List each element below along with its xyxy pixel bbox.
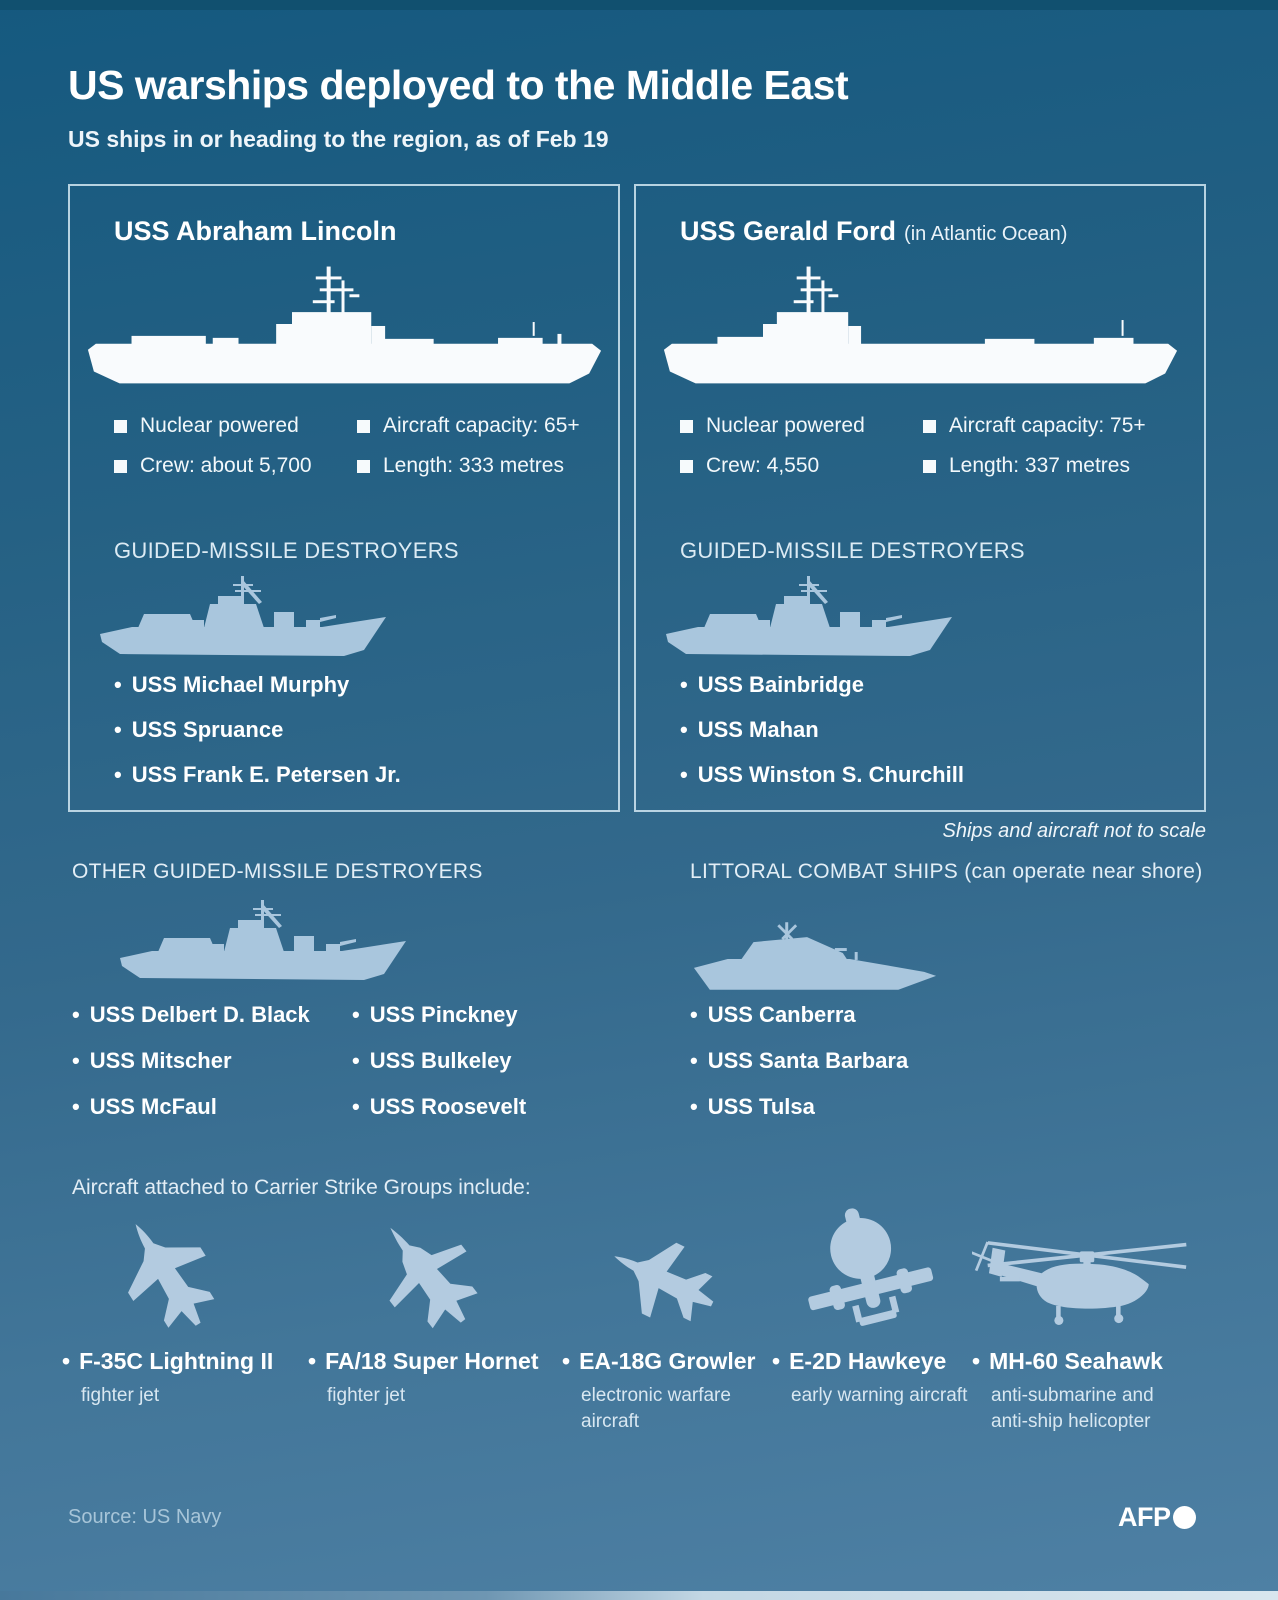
square-bullet-icon: [923, 459, 936, 473]
littoral-combat-ship-icon: [693, 922, 937, 990]
spec-item: Length: 333 metres: [357, 454, 580, 478]
carrier-name: USS Abraham Lincoln: [114, 216, 405, 247]
aircraft-label: FA/18 Super Hornet fighter jet: [308, 1348, 538, 1409]
list-item: USS Delbert D. Black: [72, 1002, 310, 1028]
list-item: USS Spruance: [114, 717, 401, 743]
square-bullet-icon: [357, 459, 370, 473]
aircraft-description: fighter jet: [327, 1385, 406, 1406]
spec-label: Nuclear powered: [706, 414, 865, 437]
carrier-name-text: USS Gerald Ford: [680, 216, 897, 246]
mh60-helicopter-icon: [972, 1241, 1187, 1325]
destroyer-icon: [666, 576, 952, 656]
square-bullet-icon: [680, 459, 693, 473]
destroyer-icon: [100, 576, 386, 656]
aircraft-description: electronic warfare aircraft: [581, 1385, 731, 1432]
carrier-location-note: (in Atlantic Ocean): [904, 223, 1068, 245]
destroyer-icon: [120, 900, 406, 980]
list-item: USS Tulsa: [690, 1094, 908, 1120]
aircraft-name: F-35C Lightning II: [62, 1348, 277, 1375]
littoral-ships-heading: LITTORAL COMBAT SHIPS (can operate near …: [690, 860, 1203, 883]
list-item: USS McFaul: [72, 1094, 310, 1120]
aircraft-carrier-icon: [87, 266, 602, 384]
spec-item: Aircraft capacity: 75+: [923, 414, 1146, 438]
afp-logo: AFP: [1118, 1502, 1196, 1533]
list-item: USS Mahan: [680, 717, 964, 743]
list-item: USS Winston S. Churchill: [680, 762, 964, 788]
other-destroyers-column1: USS Delbert D. Black USS Mitscher USS Mc…: [72, 1002, 310, 1140]
destroyer-list: USS Michael Murphy USS Spruance USS Fran…: [114, 672, 401, 807]
list-item: USS Michael Murphy: [114, 672, 401, 698]
square-bullet-icon: [680, 419, 693, 433]
square-bullet-icon: [357, 419, 370, 433]
carrier-specs: Nuclear powered Crew: about 5,700 Aircra…: [114, 414, 580, 478]
aircraft-section-heading: Aircraft attached to Carrier Strike Grou…: [72, 1176, 531, 1199]
spec-item: Crew: 4,550: [680, 454, 923, 478]
spec-label: Nuclear powered: [140, 414, 299, 437]
list-item: USS Frank E. Petersen Jr.: [114, 762, 401, 788]
aircraft-label: EA-18G Growler electronic warfare aircra…: [562, 1348, 777, 1434]
list-item: USS Mitscher: [72, 1048, 310, 1074]
spec-item: Length: 337 metres: [923, 454, 1146, 478]
carrier-panel-abraham-lincoln: USS Abraham Lincoln Nuclear powered Crew…: [68, 184, 620, 812]
afp-logo-circle-icon: [1172, 1506, 1196, 1529]
spec-label: Crew: about 5,700: [140, 454, 312, 477]
destroyers-heading: GUIDED-MISSILE DESTROYERS: [680, 538, 1025, 563]
square-bullet-icon: [114, 419, 127, 433]
list-item: USS Santa Barbara: [690, 1048, 909, 1074]
carrier-name: USS Gerald Ford (in Atlantic Ocean): [680, 216, 1067, 247]
page-title: US warships deployed to the Middle East: [68, 62, 849, 108]
spec-label: Length: 337 metres: [949, 454, 1130, 477]
page-subtitle: US ships in or heading to the region, as…: [68, 126, 609, 152]
aircraft-label: E-2D Hawkeye early warning aircraft: [772, 1348, 987, 1409]
aircraft-name: MH-60 Seahawk: [972, 1348, 1187, 1375]
littoral-ships-list: USS Canberra USS Santa Barbara USS Tulsa: [690, 1002, 909, 1140]
list-item: USS Pinckney: [352, 1002, 526, 1028]
ea18g-jet-icon: [614, 1242, 714, 1322]
e2d-radar-plane-icon: [808, 1208, 934, 1326]
list-item: USS Bulkeley: [352, 1048, 526, 1074]
spec-item: Nuclear powered: [114, 414, 357, 438]
spec-label: Aircraft capacity: 75+: [949, 414, 1146, 437]
other-destroyers-heading: OTHER GUIDED-MISSILE DESTROYERS: [72, 860, 483, 883]
list-item: USS Bainbridge: [680, 672, 964, 698]
spec-item: Nuclear powered: [680, 414, 923, 438]
aircraft-label: MH-60 Seahawk anti-submarine and anti-sh…: [972, 1348, 1187, 1434]
aircraft-description: fighter jet: [81, 1385, 160, 1406]
spec-label: Crew: 4,550: [706, 454, 820, 477]
aircraft-label: F-35C Lightning II fighter jet: [62, 1348, 277, 1409]
aircraft-description: anti-submarine and anti-ship helicopter: [991, 1385, 1154, 1432]
afp-logo-text: AFP: [1118, 1502, 1171, 1532]
spec-item: Crew: about 5,700: [114, 454, 357, 478]
square-bullet-icon: [923, 419, 936, 433]
top-accent-strip: [0, 0, 1278, 10]
source-credit: Source: US Navy: [68, 1506, 222, 1528]
not-to-scale-note: Ships and aircraft not to scale: [942, 820, 1206, 842]
aircraft-carrier-icon: [663, 266, 1178, 384]
aircraft-description: early warning aircraft: [791, 1385, 968, 1406]
list-item: USS Canberra: [690, 1002, 908, 1028]
f35c-fighter-jet-icon: [128, 1224, 215, 1328]
destroyer-list: USS Bainbridge USS Mahan USS Winston S. …: [680, 672, 964, 807]
square-bullet-icon: [114, 459, 127, 473]
carrier-panel-gerald-ford: USS Gerald Ford (in Atlantic Ocean) Nucle…: [634, 184, 1206, 812]
bottom-accent-strip: [0, 1591, 1278, 1600]
list-item: USS Roosevelt: [352, 1094, 527, 1120]
spec-label: Length: 333 metres: [383, 454, 564, 477]
fa18-fighter-jet-icon: [389, 1227, 478, 1329]
carrier-name-text: USS Abraham Lincoln: [114, 216, 397, 246]
other-destroyers-column2: USS Pinckney USS Bulkeley USS Roosevelt: [352, 1002, 527, 1140]
spec-label: Aircraft capacity: 65+: [383, 414, 580, 437]
aircraft-name: FA/18 Super Hornet: [308, 1348, 538, 1375]
spec-item: Aircraft capacity: 65+: [357, 414, 580, 438]
aircraft-name: E-2D Hawkeye: [772, 1348, 987, 1375]
aircraft-name: EA-18G Growler: [562, 1348, 777, 1375]
carrier-specs: Nuclear powered Crew: 4,550 Aircraft cap…: [680, 414, 1146, 478]
destroyers-heading: GUIDED-MISSILE DESTROYERS: [114, 538, 459, 563]
